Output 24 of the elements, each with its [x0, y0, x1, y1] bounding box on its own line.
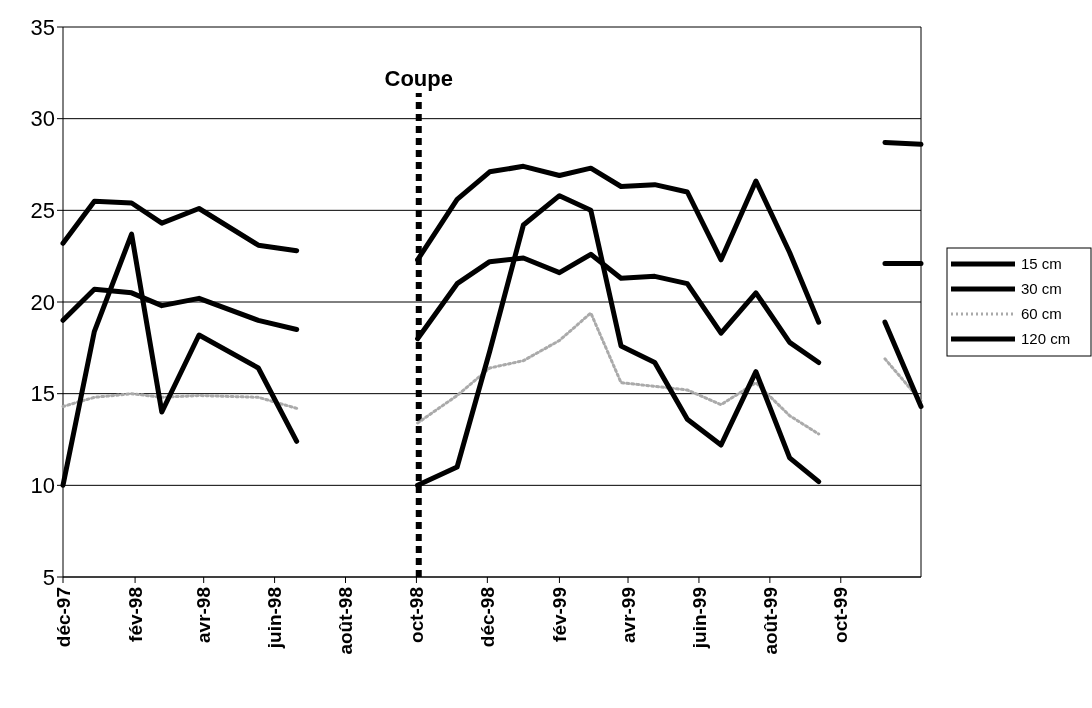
x-tick-label: avr-99	[617, 587, 639, 643]
legend-label: 60 cm	[1021, 305, 1062, 323]
x-tick-label: déc-98	[477, 587, 498, 648]
x-tick-label: juin-98	[264, 587, 286, 650]
x-tick-label: fév-98	[124, 587, 146, 642]
x-tick-label: juin-99	[688, 587, 710, 650]
y-tick-label: 15	[30, 381, 55, 407]
x-tick-label: avr-98	[193, 587, 215, 643]
legend-label: 30 cm	[1021, 280, 1062, 298]
y-tick-label: 20	[30, 289, 55, 315]
x-tick-label: déc-97	[52, 587, 74, 648]
legend-label: 15 cm	[1021, 255, 1062, 273]
y-tick-label: 10	[30, 473, 55, 499]
y-tick-label: 25	[30, 198, 55, 224]
x-tick-label: oct-99	[830, 587, 852, 643]
x-tick-label: août-99	[759, 587, 781, 655]
ref-line-label: Coupe	[384, 66, 453, 91]
y-tick-label: 5	[42, 564, 55, 590]
legend-label: 120 cm	[1021, 330, 1071, 348]
x-tick-label: fév-99	[549, 587, 571, 642]
x-tick-label: oct-98	[406, 587, 428, 643]
y-tick-label: 30	[30, 106, 55, 132]
y-tick-label: 35	[30, 14, 55, 40]
x-tick-label: août-98	[335, 587, 357, 655]
